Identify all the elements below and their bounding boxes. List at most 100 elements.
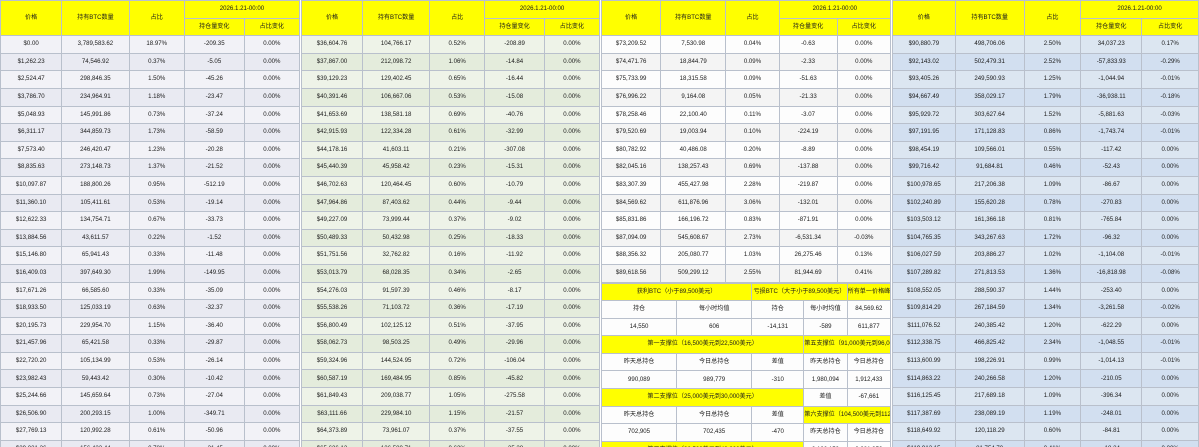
- s5-yesterday-value: 1,980,094: [803, 370, 848, 390]
- table-body-4: $90,880.79 498,706.06 2.50% 34,037.23 0.17% $…: [892, 35, 1199, 447]
- price-cell: $42,915.93: [300, 123, 364, 142]
- position-change-cell: -224.19: [778, 123, 838, 142]
- share-change-cell: -0.02%: [1141, 299, 1199, 318]
- share-change-cell: 0.00%: [243, 52, 301, 72]
- btc-amount-cell: 65,421.58: [61, 334, 130, 353]
- share-change-cell: 0.00%: [836, 193, 891, 213]
- position-change-cell: -36.40: [183, 316, 245, 336]
- price-cell: $85,831.86: [600, 211, 662, 230]
- loss-hourly-value: -589: [803, 317, 848, 337]
- table-row: $94,667.49 358,029.17 1.79% -36,938.11 -0.18…: [892, 87, 1199, 107]
- share-cell: 0.37%: [429, 422, 486, 441]
- share-change-cell: 0.00%: [543, 422, 601, 441]
- share-cell: 1.09%: [1023, 175, 1082, 195]
- table-row: $64,373.89 73,961.07 0.37% -37.55 0.00%: [300, 422, 601, 441]
- share-cell: 2.28%: [725, 175, 780, 195]
- price-cell: $104,765.35: [892, 228, 956, 248]
- peak-price-value: 84,569.62: [846, 300, 892, 319]
- price-cell: $108,552.05: [892, 281, 956, 301]
- price-cell: $1,262.23: [0, 52, 63, 72]
- support5-header: 第五支撑位（91,000美元到96,000美元）: [803, 335, 891, 354]
- btc-amount-cell: 129,402.45: [362, 70, 431, 89]
- holdings-table-1: 价格 持有BTC数量 占比 2026.1.21-00:00 持仓量变化 占比变化…: [0, 0, 301, 447]
- position-change-cell: -5,881.63: [1080, 105, 1143, 125]
- share-cell: 0.44%: [429, 193, 486, 213]
- table-row: $21,457.96 65,421.58 0.33% -29.87 0.00%: [0, 334, 301, 353]
- table-row: $119,912.1581,754.700.41%-18.340.00%: [892, 439, 1199, 447]
- position-change-cell: -27.04: [183, 387, 245, 406]
- table-row: $25,244.66 145,659.64 0.73% -27.04 0.00%: [0, 387, 301, 406]
- table-row: $37,867.00 212,098.72 1.06% -14.84 0.00%: [300, 52, 601, 72]
- table-row: $63,111.66 229,984.10 1.15% -21.57 0.00%: [300, 404, 601, 424]
- share-change-cell: -0.18%: [1141, 87, 1199, 107]
- share-change-cell: 0.00%: [243, 70, 301, 89]
- share-cell: 1.44%: [1023, 281, 1082, 301]
- table-row: $103,503.12 161,366.18 0.81% -765.84 0.00%: [892, 211, 1199, 230]
- col-header-share-change: 占比变化: [1141, 17, 1199, 37]
- share-cell: 0.73%: [128, 105, 185, 125]
- share-cell: 0.65%: [429, 70, 486, 89]
- price-cell: $27,769.13: [0, 422, 63, 441]
- position-change-cell: -2.33: [778, 52, 838, 72]
- btc-amount-cell: 3,789,583.62: [61, 35, 130, 54]
- share-cell: 0.55%: [1023, 140, 1082, 160]
- position-change-cell: -15.08: [484, 87, 545, 107]
- share-cell: 0.78%: [1023, 193, 1082, 213]
- position-change-cell: -31.45: [183, 439, 245, 447]
- btc-amount-cell: 73,999.44: [362, 211, 431, 230]
- table-row: $29,031.36156,423.440.78%-31.450.00%: [0, 439, 301, 447]
- col-header-share: 占比: [128, 0, 185, 37]
- btc-amount-cell: 455,427.98: [660, 175, 727, 195]
- profit-hold-value: 14,550: [600, 317, 678, 337]
- table-row: $109,814.29 267,184.59 1.34% -3,261.58 -0.02…: [892, 299, 1199, 318]
- s5-diff-label: 差值: [803, 388, 848, 407]
- btc-amount-cell: 545,608.67: [660, 228, 727, 248]
- share-cell: 1.52%: [1023, 105, 1082, 125]
- price-cell: $41,653.69: [300, 105, 364, 125]
- position-change-cell: -26.14: [183, 351, 245, 371]
- position-change-cell: -21.52: [183, 158, 245, 177]
- s6-today-value: 2,081,953: [846, 440, 892, 447]
- position-change-cell: -21.57: [484, 404, 545, 424]
- table-row: $0.00 3,789,583.62 18.97% -209.35 0.00%: [0, 35, 301, 54]
- position-change-cell: -275.58: [484, 387, 545, 406]
- price-cell: $84,569.62: [600, 193, 662, 213]
- position-change-cell: -512.19: [183, 175, 245, 195]
- btc-amount-cell: 466,825.42: [954, 334, 1025, 353]
- share-cell: 0.81%: [1023, 211, 1082, 230]
- share-cell: 0.33%: [128, 281, 185, 301]
- panel-divider-1: [300, 0, 301, 447]
- share-cell: 0.83%: [725, 211, 780, 230]
- btc-amount-cell: 19,003.94: [660, 123, 727, 142]
- share-change-cell: 0.00%: [243, 281, 301, 301]
- share-change-cell: 0.13%: [836, 246, 891, 265]
- btc-amount-cell: 145,991.86: [61, 105, 130, 125]
- col-header-price: 价格: [892, 0, 956, 37]
- share-cell: 1.99%: [128, 263, 185, 283]
- btc-amount-cell: 145,659.64: [61, 387, 130, 406]
- price-cell: $114,863.22: [892, 369, 956, 389]
- share-change-cell: 0.00%: [1141, 316, 1199, 336]
- table-row: $1,262.23 74,546.92 0.37% -5.05 0.00%: [0, 52, 301, 72]
- share-change-cell: 0.00%: [243, 105, 301, 125]
- info-row: 14,550 606 -14,131 -589 611,877: [600, 317, 892, 337]
- table-row: $82,045.16 138,257.43 0.69% -137.88 0.00%: [600, 158, 891, 177]
- share-cell: 1.73%: [128, 123, 185, 142]
- price-cell: $8,835.63: [0, 158, 63, 177]
- btc-amount-cell: 65,941.43: [61, 246, 130, 265]
- share-change-cell: 0.00%: [243, 87, 301, 107]
- share-cell: 1.19%: [1023, 404, 1082, 424]
- share-cell: 1.00%: [128, 404, 185, 424]
- share-cell: 1.34%: [1023, 299, 1082, 318]
- btc-amount-cell: 169,484.95: [362, 369, 431, 389]
- share-change-cell: 0.00%: [1141, 281, 1199, 301]
- position-change-cell: -270.83: [1080, 193, 1143, 213]
- info-row: 昨天总持仓 今日总持仓 差值 昨天总持仓 今日总持仓: [600, 352, 892, 372]
- table-row: $53,013.79 68,028.35 0.34% -2.65 0.00%: [300, 263, 601, 283]
- price-cell: $99,716.42: [892, 158, 956, 177]
- share-cell: 0.61%: [429, 123, 486, 142]
- share-change-cell: 0.00%: [243, 123, 301, 142]
- share-cell: 1.03%: [725, 246, 780, 265]
- position-change-cell: -765.84: [1080, 211, 1143, 230]
- table-row: $88,356.32 205,080.77 1.03% 26,275.46 0.13%: [600, 246, 891, 265]
